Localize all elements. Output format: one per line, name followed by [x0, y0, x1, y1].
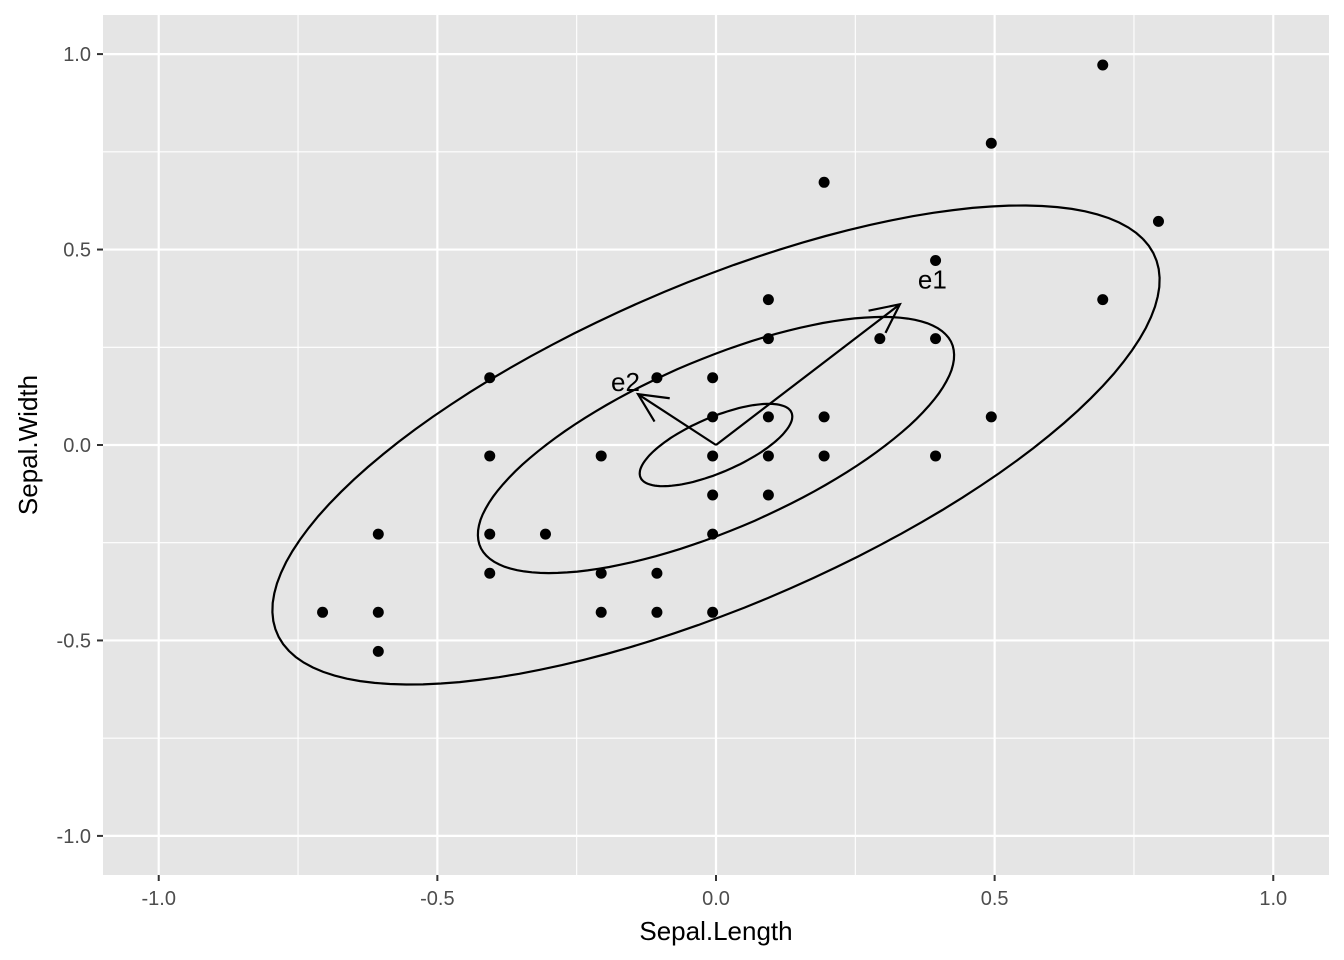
data-point — [707, 372, 719, 384]
data-point — [818, 411, 830, 423]
data-point — [818, 176, 830, 188]
data-point — [317, 606, 329, 618]
vector-e2-label: e2 — [611, 367, 640, 397]
data-point — [930, 333, 942, 345]
ellipse-3 — [271, 204, 1161, 686]
data-point — [484, 528, 496, 540]
vector-e2-line — [637, 393, 717, 446]
ellipse-1 — [638, 402, 794, 488]
data-point — [930, 254, 942, 266]
data-points — [317, 59, 1164, 657]
vectors: e1 e2 — [611, 264, 947, 446]
data-point — [484, 450, 496, 462]
vector-e1-label: e1 — [918, 264, 947, 294]
x-tick-label: 1.0 — [1259, 888, 1287, 910]
y-tick-label: 1.0 — [63, 44, 91, 66]
x-tick-label: 0.5 — [981, 888, 1009, 910]
data-point — [484, 567, 496, 579]
data-point — [1097, 294, 1109, 306]
y-tick-label: 0.0 — [63, 435, 91, 457]
ellipse-2 — [476, 315, 956, 575]
x-axis-title: Sepal.Length — [639, 916, 792, 946]
y-axis-title: Sepal.Width — [13, 375, 43, 515]
y-tick-label: 0.5 — [63, 240, 91, 262]
data-point — [930, 450, 942, 462]
vector-e2-arrowhead — [635, 392, 670, 423]
x-tick-label: -1.0 — [141, 888, 175, 910]
data-point — [651, 567, 663, 579]
data-point — [1152, 215, 1164, 227]
y-tick-label: -1.0 — [57, 826, 91, 848]
y-tick-label: -0.5 — [57, 630, 91, 652]
vector-e1-line — [715, 303, 901, 446]
data-point — [707, 528, 719, 540]
data-point — [707, 450, 719, 462]
ellipses — [271, 204, 1161, 686]
data-point — [372, 528, 384, 540]
data-point — [707, 411, 719, 423]
data-point — [707, 606, 719, 618]
data-point — [874, 333, 886, 345]
data-point — [762, 489, 774, 501]
data-point — [985, 137, 997, 149]
data-point — [762, 450, 774, 462]
data-point — [818, 450, 830, 462]
vector-e1-arrowhead — [868, 302, 902, 334]
data-point — [985, 411, 997, 423]
data-point — [595, 450, 607, 462]
data-point — [762, 411, 774, 423]
data-point — [595, 606, 607, 618]
data-point — [651, 606, 663, 618]
x-tick-label: 0.0 — [702, 888, 730, 910]
data-point — [1097, 59, 1109, 71]
data-point — [762, 333, 774, 345]
x-axis-ticks: -1.0 -0.5 0.0 0.5 1.0 — [141, 875, 1287, 910]
x-tick-label: -0.5 — [420, 888, 454, 910]
data-point — [484, 372, 496, 384]
data-point — [651, 372, 663, 384]
data-point — [595, 567, 607, 579]
data-point — [372, 645, 384, 657]
data-point — [707, 489, 719, 501]
data-point — [372, 606, 384, 618]
data-point — [762, 294, 774, 306]
y-axis-ticks: -1.0 -0.5 0.0 0.5 1.0 — [57, 44, 103, 848]
data-point — [539, 528, 551, 540]
